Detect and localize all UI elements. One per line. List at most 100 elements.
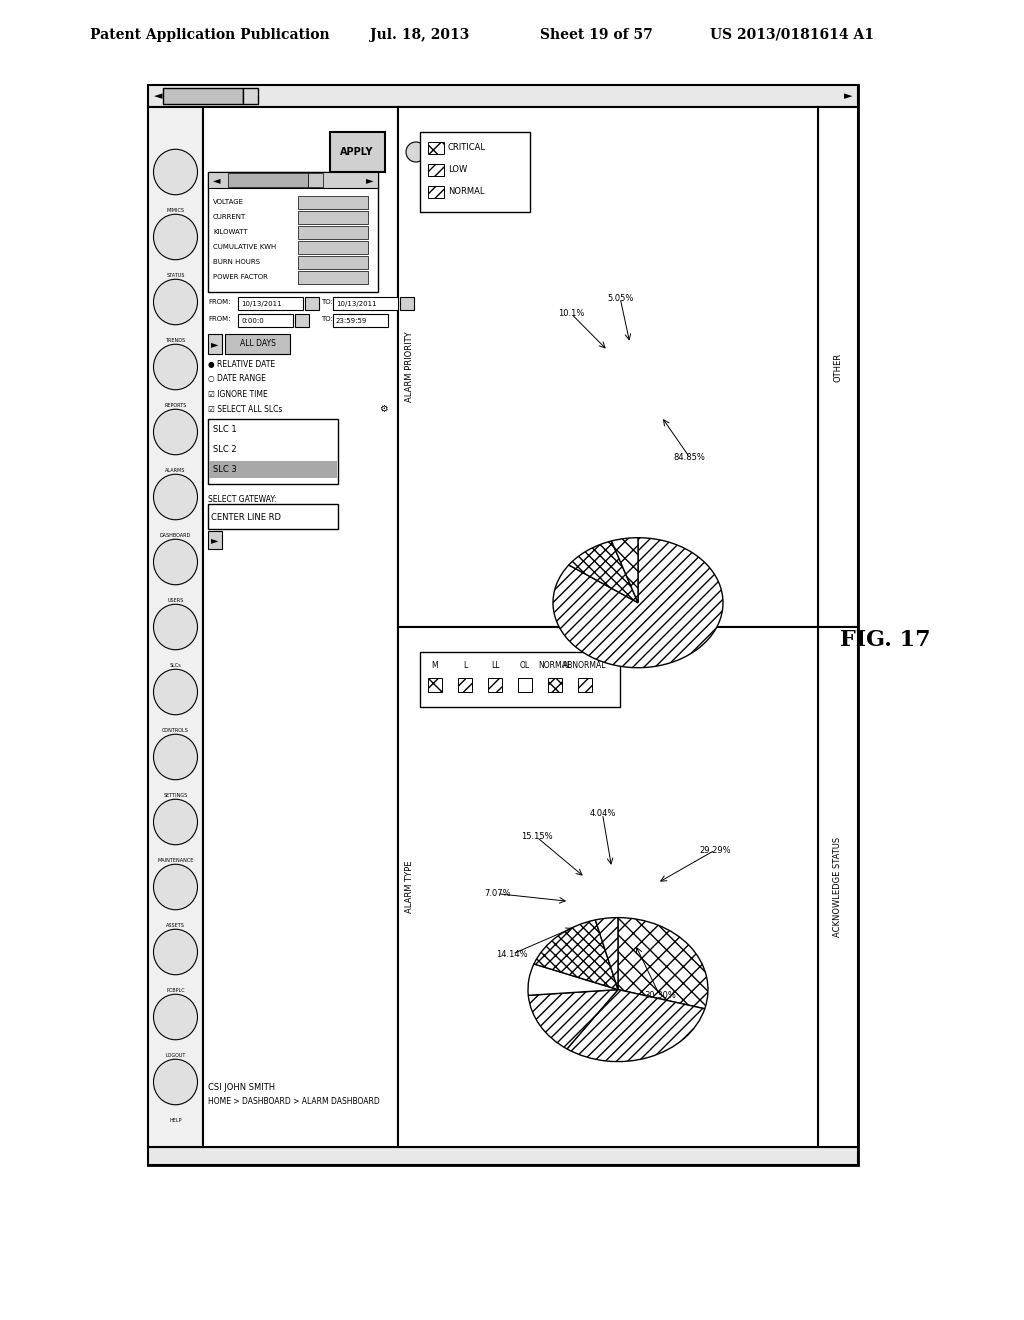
Text: CURRENT: CURRENT (213, 214, 246, 220)
Bar (298, 226, 368, 239)
Text: CUMULATIVE KWH: CUMULATIVE KWH (213, 244, 276, 249)
Bar (818, 627, 858, 1147)
Text: ACKNOWLEDGE STATUS: ACKNOWLEDGE STATUS (834, 837, 843, 937)
Text: BURN HOURS: BURN HOURS (213, 259, 260, 265)
Bar (298, 242, 368, 253)
Text: REPORTS: REPORTS (165, 403, 186, 408)
Text: ALARM PRIORITY: ALARM PRIORITY (406, 331, 415, 403)
Text: CONTROLS: CONTROLS (162, 727, 189, 733)
Bar (208, 334, 222, 354)
Text: LOW: LOW (449, 165, 467, 174)
Bar (458, 678, 472, 692)
Ellipse shape (154, 669, 198, 714)
Wedge shape (528, 964, 618, 995)
Text: ALARMS: ALARMS (165, 467, 185, 473)
Text: 84.85%: 84.85% (674, 453, 706, 462)
Bar (548, 678, 562, 692)
Wedge shape (567, 990, 705, 1061)
Text: NORMAL: NORMAL (449, 187, 484, 197)
Text: ►: ► (211, 535, 219, 545)
Text: NORMAL: NORMAL (539, 661, 571, 671)
Text: ALARM TYPE: ALARM TYPE (406, 861, 415, 913)
Bar (330, 132, 385, 172)
Bar (225, 334, 290, 354)
Ellipse shape (154, 734, 198, 780)
Text: APPLY: APPLY (340, 147, 374, 157)
Text: L: L (463, 661, 467, 671)
Text: ● RELATIVE DATE: ● RELATIVE DATE (208, 359, 275, 368)
Ellipse shape (154, 605, 198, 649)
Text: ASSETS: ASSETS (166, 923, 185, 928)
Ellipse shape (154, 409, 198, 455)
Text: PCBPLC: PCBPLC (166, 987, 184, 993)
Text: FROM:: FROM: (208, 300, 230, 305)
Bar (238, 297, 303, 310)
Bar (298, 271, 368, 284)
Wedge shape (611, 537, 638, 603)
Text: MIMICS: MIMICS (167, 207, 184, 213)
Bar (488, 678, 502, 692)
Text: ◄: ◄ (213, 176, 220, 185)
Text: 4.04%: 4.04% (589, 809, 615, 818)
Text: SLCs: SLCs (170, 663, 181, 668)
Bar (398, 627, 818, 1147)
Ellipse shape (154, 994, 198, 1040)
Wedge shape (568, 541, 638, 603)
Text: ►: ► (366, 176, 373, 185)
Bar (228, 173, 308, 187)
Circle shape (406, 143, 426, 162)
Text: 30.30%: 30.30% (644, 991, 676, 999)
Text: US 2013/0181614 A1: US 2013/0181614 A1 (710, 28, 874, 42)
Bar (428, 143, 444, 154)
Bar (295, 314, 309, 327)
Text: CSI JOHN SMITH: CSI JOHN SMITH (208, 1082, 275, 1092)
Bar (428, 678, 442, 692)
Text: STATUS: STATUS (166, 273, 184, 277)
Text: 10/13/2011: 10/13/2011 (241, 301, 282, 308)
Text: CRITICAL: CRITICAL (449, 144, 486, 153)
Bar (148, 84, 858, 107)
Text: OL: OL (520, 661, 530, 671)
Text: LL: LL (490, 661, 500, 671)
Text: 10/13/2011: 10/13/2011 (336, 301, 377, 308)
Text: ◄: ◄ (154, 91, 162, 102)
Ellipse shape (154, 1059, 198, 1105)
Text: 0:00:0: 0:00:0 (241, 318, 264, 323)
Ellipse shape (154, 474, 198, 520)
Text: Jul. 18, 2013: Jul. 18, 2013 (370, 28, 469, 42)
Text: 15.15%: 15.15% (521, 833, 552, 841)
Bar (148, 107, 203, 1147)
Ellipse shape (154, 865, 198, 909)
Text: Sheet 19 of 57: Sheet 19 of 57 (540, 28, 652, 42)
Bar (428, 164, 444, 176)
Wedge shape (553, 537, 723, 668)
Ellipse shape (154, 280, 198, 325)
Text: TRENDS: TRENDS (166, 338, 185, 343)
Bar (208, 531, 222, 549)
Text: FIG. 17: FIG. 17 (840, 630, 931, 651)
Text: Patent Application Publication: Patent Application Publication (90, 28, 330, 42)
Bar (818, 107, 858, 627)
Text: ABNORMAL: ABNORMAL (563, 661, 607, 671)
Text: ○ DATE RANGE: ○ DATE RANGE (208, 375, 266, 384)
Bar (209, 461, 337, 478)
Bar (305, 297, 319, 310)
Bar (398, 107, 818, 627)
Ellipse shape (154, 345, 198, 389)
Text: ►: ► (844, 91, 852, 102)
Bar (298, 256, 368, 269)
Wedge shape (528, 990, 618, 1049)
Text: 10.1%: 10.1% (558, 309, 585, 318)
Bar (333, 314, 388, 327)
Ellipse shape (154, 540, 198, 585)
Text: CENTER LINE RD: CENTER LINE RD (211, 512, 281, 521)
Text: VOLTAGE: VOLTAGE (213, 199, 244, 205)
Ellipse shape (154, 149, 198, 195)
Text: SETTINGS: SETTINGS (164, 793, 187, 797)
Bar (518, 678, 532, 692)
Bar (428, 186, 444, 198)
Bar (333, 297, 398, 310)
Text: OTHER: OTHER (834, 352, 843, 381)
Bar (308, 173, 323, 187)
Text: POWER FACTOR: POWER FACTOR (213, 275, 268, 280)
